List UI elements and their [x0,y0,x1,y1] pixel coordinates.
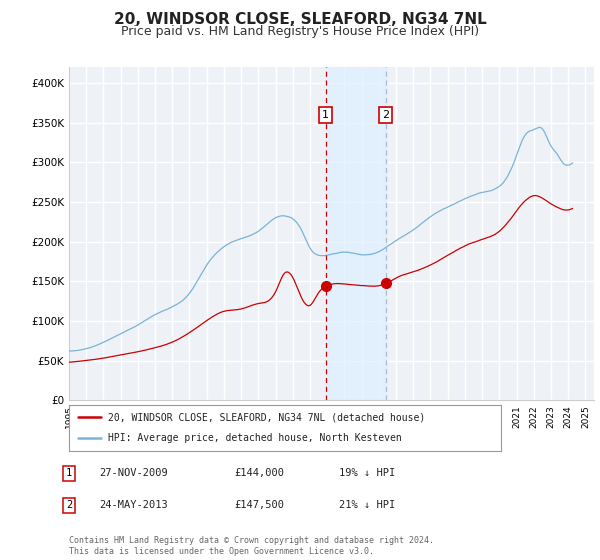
Text: Contains HM Land Registry data © Crown copyright and database right 2024.
This d: Contains HM Land Registry data © Crown c… [69,536,434,556]
Text: 21% ↓ HPI: 21% ↓ HPI [339,500,395,510]
Text: 2: 2 [66,500,72,510]
Text: £144,000: £144,000 [234,468,284,478]
Text: 19% ↓ HPI: 19% ↓ HPI [339,468,395,478]
Text: 27-NOV-2009: 27-NOV-2009 [99,468,168,478]
Text: 1: 1 [322,110,329,120]
Text: 20, WINDSOR CLOSE, SLEAFORD, NG34 7NL: 20, WINDSOR CLOSE, SLEAFORD, NG34 7NL [113,12,487,27]
Bar [326,67,386,400]
Text: 20, WINDSOR CLOSE, SLEAFORD, NG34 7NL (detached house): 20, WINDSOR CLOSE, SLEAFORD, NG34 7NL (d… [108,412,425,422]
Text: 1: 1 [66,468,72,478]
Text: 2: 2 [382,110,389,120]
Text: Price paid vs. HM Land Registry's House Price Index (HPI): Price paid vs. HM Land Registry's House … [121,25,479,38]
Text: 24-MAY-2013: 24-MAY-2013 [99,500,168,510]
Text: HPI: Average price, detached house, North Kesteven: HPI: Average price, detached house, Nort… [108,433,401,444]
Text: £147,500: £147,500 [234,500,284,510]
